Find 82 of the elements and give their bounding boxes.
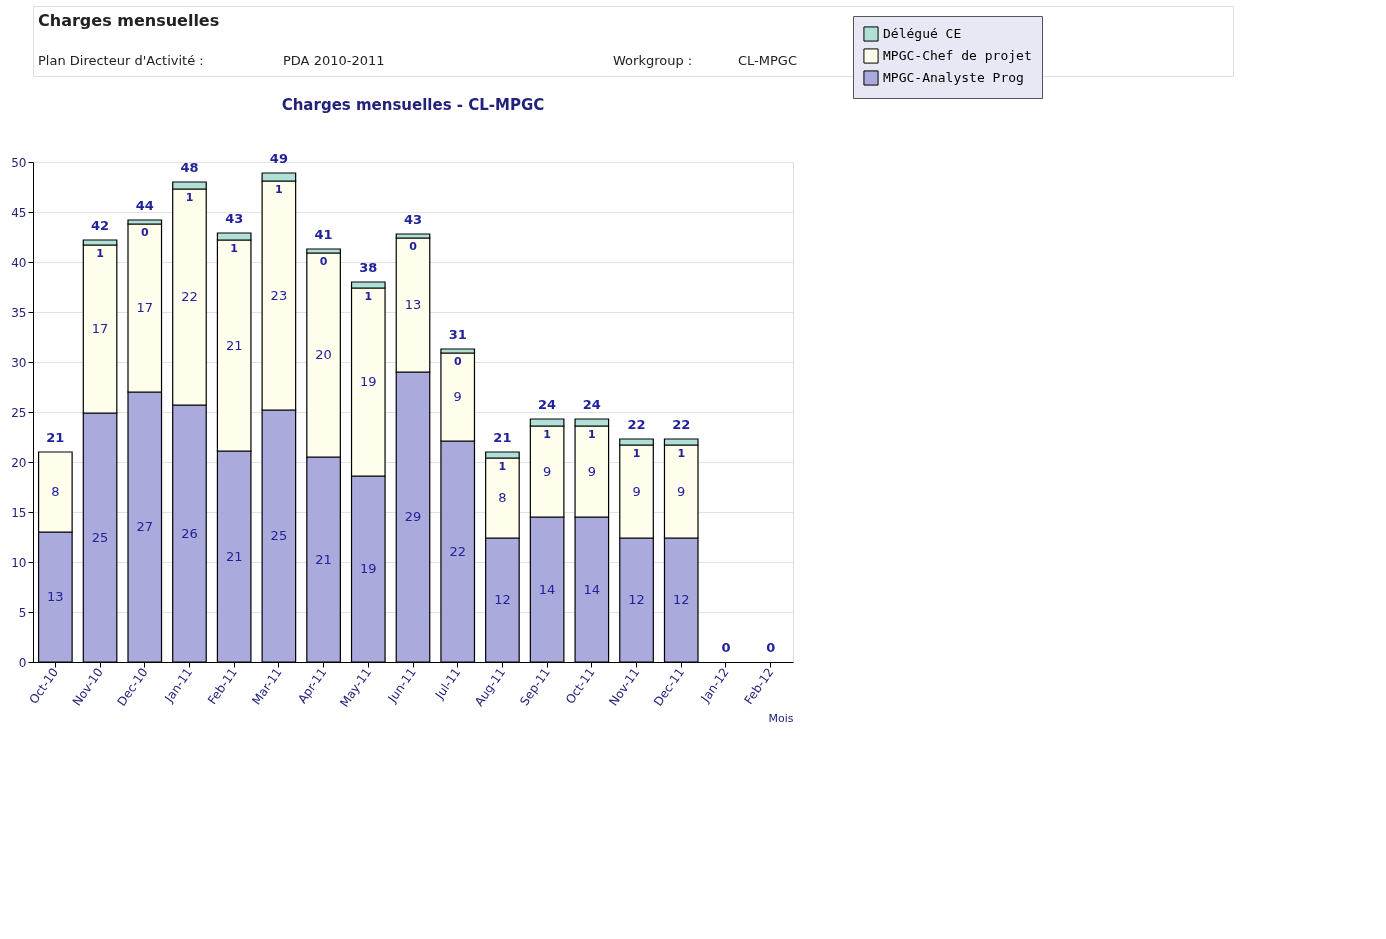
data-label: 22 [449, 543, 466, 559]
data-label: 19 [360, 374, 377, 389]
data-label: 9 [453, 389, 462, 404]
legend-label: Délégué CE [883, 26, 962, 41]
total-label: 44 [135, 198, 154, 213]
total-label: 0 [766, 640, 776, 655]
total-label: 24 [582, 397, 601, 412]
data-label: 0 [409, 240, 418, 253]
y-tick-label: 10 [11, 555, 27, 570]
x-axis-title: Mois [768, 712, 794, 726]
data-label: 1 [677, 447, 686, 460]
data-label: 0 [453, 355, 462, 368]
data-label: 1 [96, 247, 104, 260]
data-label: 8 [51, 484, 60, 499]
data-label: 27 [136, 519, 154, 534]
y-tick-label: 40 [11, 255, 27, 270]
data-label: 25 [91, 529, 109, 545]
total-label: 38 [359, 260, 378, 275]
data-label: 17 [91, 321, 109, 336]
data-label: 21 [225, 548, 243, 564]
y-tick-label: 20 [11, 455, 27, 470]
chart-title: Charges mensuelles - CL-MPGC [281, 96, 545, 114]
data-label: 19 [360, 561, 377, 576]
data-label: 1 [632, 447, 641, 460]
data-label: 9 [632, 483, 641, 499]
data-label: 22 [181, 289, 198, 304]
data-label: 12 [494, 592, 511, 607]
total-label: 48 [180, 160, 199, 175]
total-label: 0 [721, 640, 731, 655]
total-label: 22 [672, 417, 691, 432]
total-label: 49 [269, 151, 288, 166]
data-label: 23 [270, 287, 288, 303]
y-tick-label: 0 [18, 655, 27, 670]
data-label: 21 [225, 337, 243, 353]
data-label: 21 [315, 551, 332, 567]
data-label: 20 [315, 347, 332, 362]
total-label: 21 [46, 430, 65, 445]
data-label: 25 [270, 528, 288, 543]
total-label: 41 [314, 227, 333, 242]
y-tick-label: 5 [18, 605, 27, 620]
text: CL-MPGC [738, 53, 797, 68]
data-label: 9 [677, 483, 686, 499]
data-label: 0 [140, 226, 149, 239]
data-label: 12 [672, 592, 690, 607]
data-label: 29 [404, 509, 422, 524]
legend-label: MPGC-Analyste Prog [883, 70, 1024, 85]
total-label: 21 [493, 430, 512, 445]
total-label: 31 [448, 327, 467, 342]
total-label: 43 [403, 212, 423, 227]
total-label: 43 [225, 211, 244, 226]
data-label: 14 [538, 581, 556, 597]
text: Workgroup : [613, 53, 693, 68]
data-label: 1 [588, 428, 596, 441]
data-label: 13 [47, 589, 64, 604]
y-tick-label: 50 [11, 155, 27, 170]
data-label: 9 [542, 463, 552, 479]
text: Charges mensuelles [38, 11, 220, 30]
y-tick-label: 30 [11, 355, 27, 370]
legend-label: MPGC-Chef de projet [883, 48, 1032, 63]
data-label: 26 [181, 525, 198, 541]
y-tick-label: 15 [11, 505, 27, 520]
data-label: 0 [319, 255, 328, 268]
data-label: 8 [498, 490, 507, 505]
text: PDA 2010-2011 [283, 53, 385, 68]
data-label: 1 [275, 183, 283, 196]
data-label: 14 [583, 581, 601, 597]
y-tick-label: 35 [11, 305, 27, 320]
total-label: 24 [538, 397, 557, 412]
data-label: 17 [136, 300, 154, 315]
data-label: 1 [185, 191, 194, 204]
total-label: 22 [627, 417, 646, 432]
y-tick-label: 45 [11, 205, 27, 220]
data-label: 1 [498, 460, 507, 473]
total-label: 42 [91, 218, 110, 233]
data-label: 13 [404, 297, 422, 312]
data-label: 1 [543, 428, 551, 441]
text: Plan Directeur d'Activité : [38, 53, 204, 68]
data-label: 12 [628, 592, 645, 607]
y-tick-label: 25 [11, 405, 27, 420]
data-label: 1 [364, 290, 373, 303]
data-label: 1 [230, 242, 238, 255]
data-label: 9 [587, 463, 596, 479]
